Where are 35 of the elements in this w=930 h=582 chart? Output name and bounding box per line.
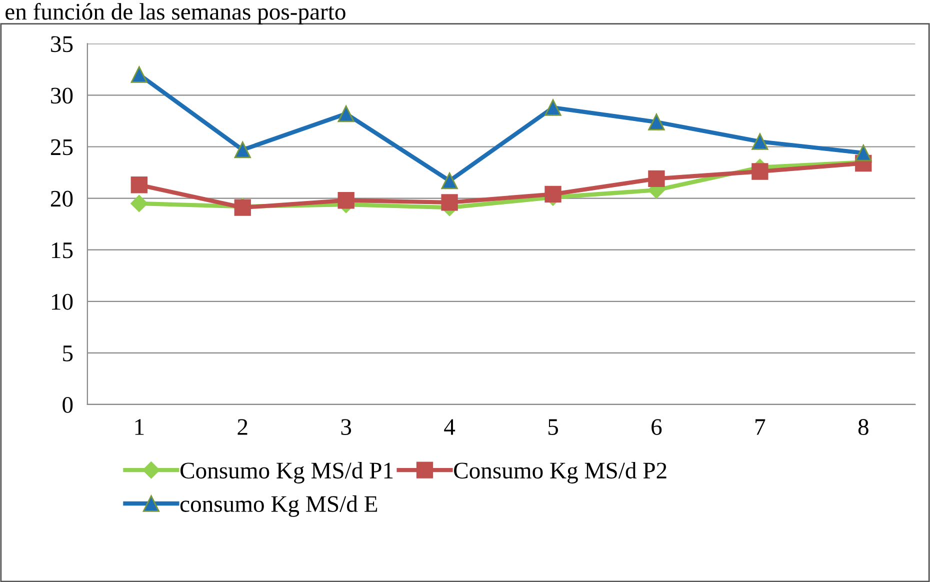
point	[648, 114, 665, 130]
point	[234, 142, 251, 158]
x-tick-label: 8	[858, 419, 868, 435]
point	[441, 172, 458, 190]
point	[855, 144, 872, 162]
x-tick-label: 6	[652, 419, 662, 435]
point	[441, 194, 458, 211]
x-tick-label: 3	[341, 419, 352, 435]
point	[338, 192, 354, 209]
point	[544, 99, 562, 116]
y-tick-label: 10	[52, 294, 73, 310]
point	[130, 194, 148, 212]
y-tick-label: 0	[62, 396, 73, 413]
y-tick-label: 25	[50, 139, 73, 156]
y-tick-label: 20	[50, 190, 73, 207]
x-tick-label: 7	[756, 419, 766, 435]
point	[752, 163, 768, 180]
point	[338, 105, 354, 122]
x-tick-label: 1	[135, 419, 144, 435]
y-tick-label: 35	[51, 36, 73, 52]
legend-label: Consumo Kg MS/d P1	[180, 462, 393, 484]
x-tick-label: 5	[548, 419, 558, 435]
point	[130, 176, 148, 194]
point	[544, 186, 562, 203]
point	[752, 133, 768, 150]
point	[130, 66, 148, 83]
legend-label: Consumo Kg MS/d P2	[454, 462, 666, 484]
y-tick-label: 15	[52, 242, 73, 258]
point	[648, 170, 665, 188]
y-tick-label: 5	[63, 346, 73, 362]
x-tick-label: 4	[444, 419, 456, 435]
x-tick-label: 2	[238, 419, 248, 435]
y-tick-label: 30	[51, 88, 73, 104]
legend-label: consumo Kg MS/d E	[180, 495, 378, 517]
chart-title: en función de las semanas pos-parto	[6, 2, 346, 25]
